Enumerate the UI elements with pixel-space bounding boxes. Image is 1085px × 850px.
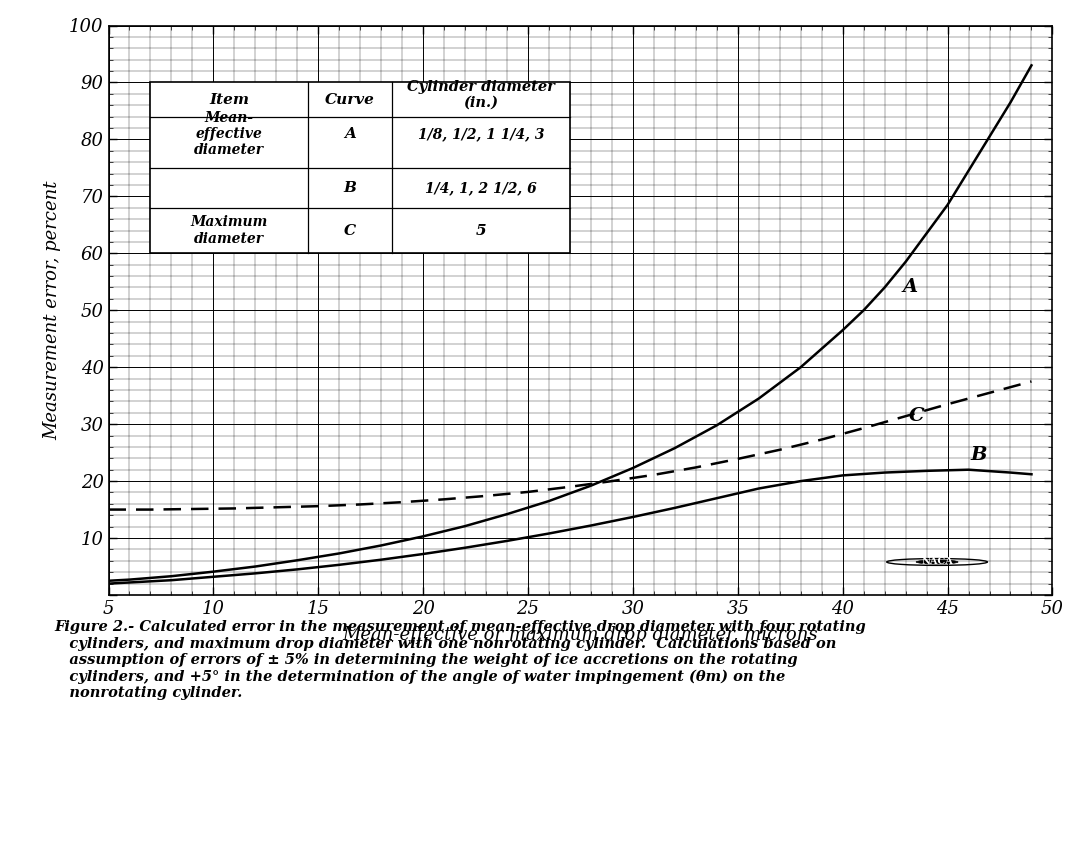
Text: 1/8, 1/2, 1 1/4, 3: 1/8, 1/2, 1 1/4, 3: [418, 127, 544, 141]
Text: A: A: [344, 127, 356, 141]
Text: B: B: [971, 446, 987, 464]
Text: Figure 2.- Calculated error in the measurement of mean-effective drop diameter w: Figure 2.- Calculated error in the measu…: [54, 620, 866, 700]
Text: A: A: [903, 279, 918, 297]
Y-axis label: Measurement error, percent: Measurement error, percent: [42, 180, 61, 440]
Text: Mean-
effective
diameter: Mean- effective diameter: [194, 110, 264, 157]
Text: Item: Item: [209, 93, 250, 106]
Text: C: C: [344, 224, 356, 237]
Text: Cylinder diameter
(in.): Cylinder diameter (in.): [407, 80, 554, 111]
Text: 5: 5: [475, 224, 486, 237]
Text: B: B: [343, 181, 356, 195]
Text: Curve: Curve: [324, 93, 374, 106]
Bar: [151, 82, 570, 253]
X-axis label: Mean-effective or maximum drop diameter, microns: Mean-effective or maximum drop diameter,…: [343, 626, 818, 644]
Bar: [151, 82, 570, 253]
Ellipse shape: [916, 560, 958, 564]
Text: NACA: NACA: [921, 558, 953, 566]
Text: Maximum
diameter: Maximum diameter: [191, 215, 268, 246]
Text: C: C: [908, 406, 923, 425]
Text: 1/4, 1, 2 1/2, 6: 1/4, 1, 2 1/2, 6: [425, 181, 537, 195]
